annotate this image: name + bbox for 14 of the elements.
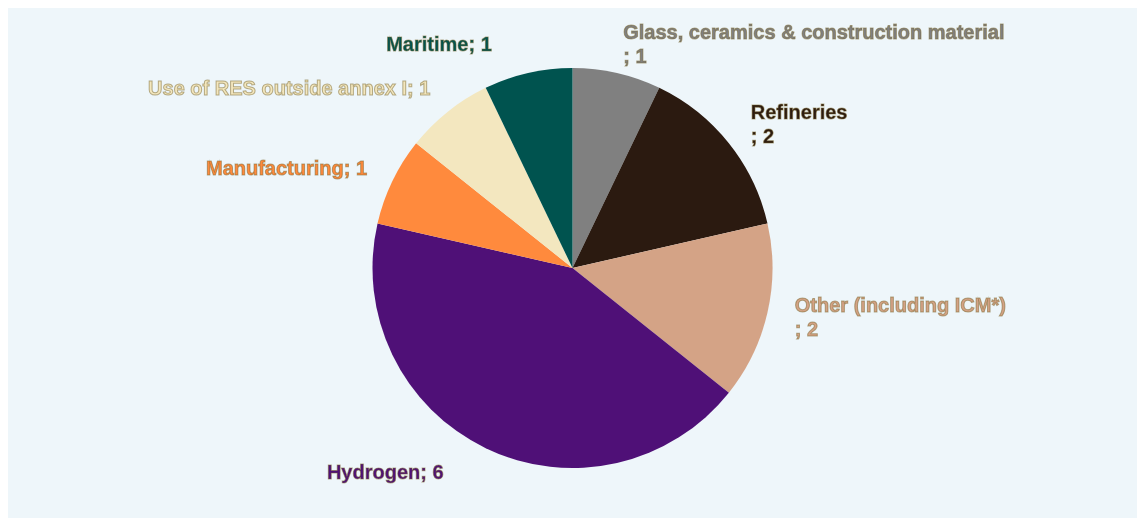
slice-label: Maritime xyxy=(386,33,469,56)
slice-label: Use of RES outside annex I xyxy=(148,77,408,100)
data-label: ; 2 xyxy=(750,125,775,148)
data-label: ; 1 xyxy=(623,45,647,68)
data-label: ; 1 xyxy=(343,156,368,179)
slice-label: Manufacturing xyxy=(205,156,344,179)
slice-label: Refineries xyxy=(750,101,848,124)
slice-label: Hydrogen xyxy=(326,460,421,483)
slice-label: Other (including ICM*) xyxy=(794,294,1006,317)
data-label: ; 2 xyxy=(794,318,819,341)
data-label: ; 1 xyxy=(468,33,492,56)
data-label: ; 6 xyxy=(420,460,444,483)
slice-label: Glass, ceramics & construction material xyxy=(623,21,1005,44)
data-label: ; 1 xyxy=(407,77,431,100)
